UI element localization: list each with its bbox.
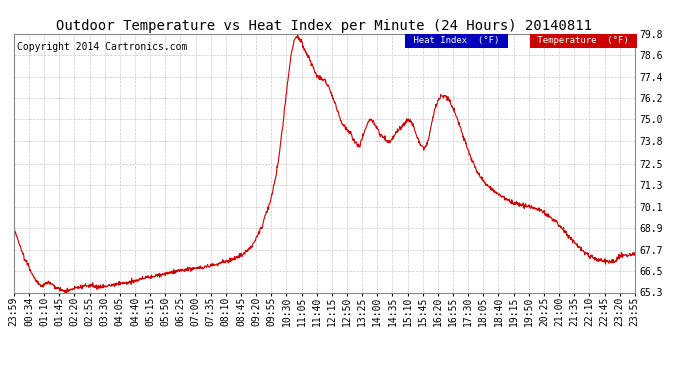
Text: Heat Index  (°F): Heat Index (°F) — [408, 36, 505, 45]
Text: Copyright 2014 Cartronics.com: Copyright 2014 Cartronics.com — [17, 42, 187, 51]
Title: Outdoor Temperature vs Heat Index per Minute (24 Hours) 20140811: Outdoor Temperature vs Heat Index per Mi… — [57, 19, 592, 33]
Text: Temperature  (°F): Temperature (°F) — [533, 36, 635, 45]
